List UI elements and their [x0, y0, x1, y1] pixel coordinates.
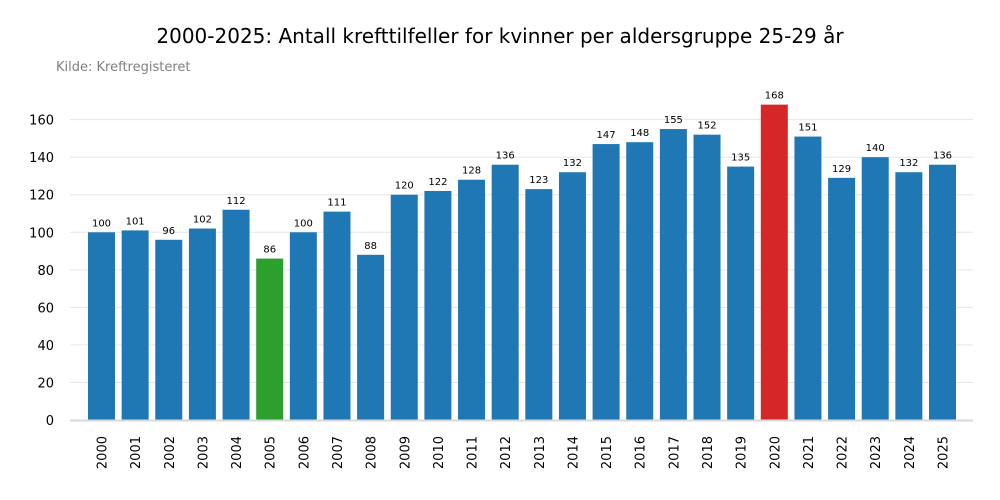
x-tick-label: 2011	[466, 436, 481, 469]
bar	[558, 172, 586, 420]
bar	[727, 166, 755, 420]
bar	[760, 104, 788, 420]
x-tick-label: 2024	[903, 436, 918, 469]
x-tick-label: 2010	[432, 436, 447, 469]
x-tick-label: 2022	[836, 436, 851, 469]
chart-source: Kilde: Kreftregisteret	[56, 60, 191, 75]
bar-value-label: 129	[832, 164, 851, 175]
bar-value-label: 135	[731, 153, 750, 164]
bar-value-label: 136	[933, 151, 952, 162]
x-tick-label: 2012	[499, 436, 514, 469]
bar	[155, 239, 183, 420]
bar-value-label: 168	[765, 91, 784, 102]
x-tick-label: 2021	[802, 436, 817, 469]
grid-lines	[70, 119, 973, 383]
bar	[659, 129, 687, 421]
bar	[828, 177, 856, 420]
x-tick-label: 2013	[533, 436, 548, 469]
bar	[592, 144, 620, 420]
bar-value-label: 122	[428, 177, 447, 188]
x-tick-label: 2005	[264, 436, 279, 469]
x-tick-label: 2001	[129, 436, 144, 469]
bar	[794, 136, 822, 420]
y-tick-label: 120	[29, 189, 54, 204]
x-tick-label: 2018	[701, 436, 716, 469]
y-tick-label: 20	[37, 376, 54, 391]
bar	[424, 190, 452, 420]
bar	[693, 134, 721, 420]
x-axis: 2000 2001 2002 2003 2004 2005 2006 2007 2008 2009…	[70, 419, 973, 469]
bar-value-label: 151	[798, 123, 817, 134]
y-tick-label: 140	[29, 151, 54, 166]
x-tick-label: 2003	[196, 436, 211, 469]
bar	[88, 232, 115, 420]
x-tick-label: 2007	[331, 436, 346, 469]
y-tick-label: 0	[46, 414, 54, 429]
bar	[390, 194, 418, 420]
x-tick-label: 2015	[600, 436, 615, 469]
y-tick-label: 100	[29, 226, 54, 241]
x-tick-label: 2004	[230, 436, 245, 469]
bar	[357, 254, 385, 420]
bars	[88, 104, 956, 421]
y-tick-label: 60	[37, 301, 54, 316]
y-tick-label: 160	[29, 114, 54, 129]
y-tick-label: 40	[37, 339, 54, 354]
chart-title: 2000-2025: Antall krefttilfeller for kvi…	[156, 24, 844, 48]
x-tick-label: 2025	[937, 436, 952, 469]
bar-value-label: 100	[294, 218, 313, 229]
bar-value-label: 101	[126, 216, 145, 227]
bar	[323, 211, 351, 420]
bar	[222, 209, 250, 420]
bar	[256, 258, 284, 420]
bar-value-label: 100	[92, 218, 111, 229]
y-tick-label: 80	[37, 264, 54, 279]
x-tick-label: 2000	[96, 436, 111, 469]
x-tick-label: 2019	[735, 436, 750, 469]
bar-value-label: 155	[664, 115, 683, 126]
bar	[895, 172, 923, 420]
bar-value-label: 136	[496, 151, 515, 162]
bar-value-label: 152	[697, 121, 716, 132]
bar	[458, 179, 486, 420]
bar-value-label: 132	[563, 158, 582, 169]
bar-value-label: 147	[597, 130, 616, 141]
bar	[289, 232, 317, 420]
bar-value-label: 86	[263, 245, 276, 256]
x-tick-label: 2006	[297, 436, 312, 469]
data-labels: 100 101 96 102 112 86 100 111 88 120 122 128 136 123 1…	[92, 91, 952, 256]
bar	[121, 230, 149, 420]
x-tick-label: 2002	[163, 436, 178, 469]
bar-value-label: 88	[364, 241, 377, 252]
x-tick-label: 2017	[667, 436, 682, 469]
x-tick-label: 2020	[768, 436, 783, 469]
bar-value-label: 96	[162, 226, 175, 237]
bar	[188, 228, 216, 420]
y-axis: 0 20 40 60 80 100 120 140 160	[29, 114, 54, 429]
bar	[491, 164, 519, 420]
bar-value-label: 112	[227, 196, 246, 207]
bar	[525, 189, 553, 420]
bar	[929, 164, 956, 420]
bar-value-label: 140	[866, 143, 885, 154]
bar-value-label: 148	[630, 128, 649, 139]
bar	[861, 157, 889, 420]
x-tick-label: 2009	[398, 436, 413, 469]
bar-value-label: 102	[193, 215, 212, 226]
bar-value-label: 111	[327, 198, 346, 209]
bar-value-label: 128	[462, 166, 481, 177]
x-tick-label: 2016	[634, 436, 649, 469]
x-tick-label: 2008	[365, 436, 380, 469]
x-tick-label: 2014	[566, 436, 581, 469]
x-tick-label: 2023	[869, 436, 884, 469]
bar-value-label: 132	[899, 158, 918, 169]
bar-value-label: 123	[529, 175, 548, 186]
bar	[626, 142, 654, 420]
bar-value-label: 120	[395, 181, 414, 192]
